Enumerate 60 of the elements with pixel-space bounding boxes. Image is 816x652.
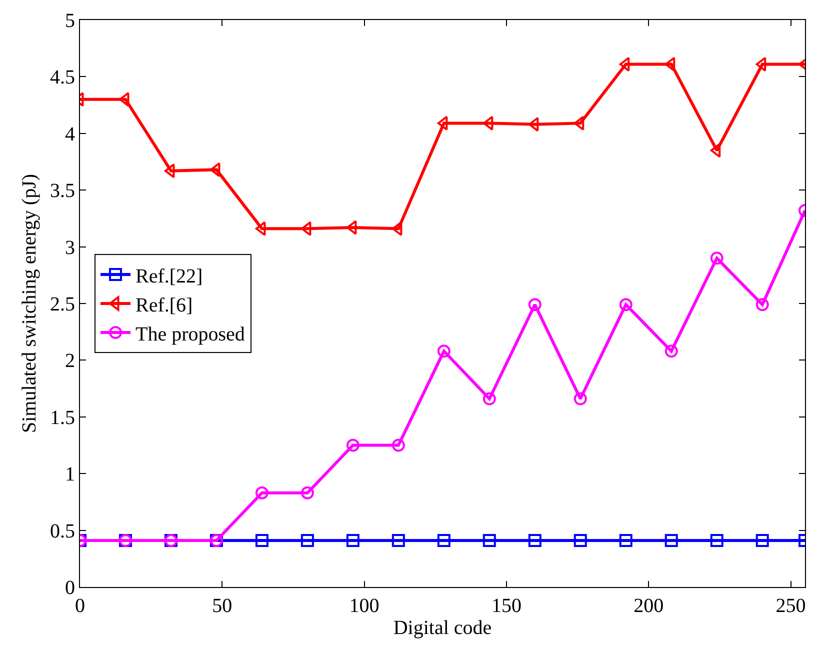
point [482,534,496,548]
point [118,92,130,107]
point [392,221,402,236]
y-tick-label: 1 [65,464,75,486]
point [574,392,587,406]
y-tick-label: 0 [65,577,75,599]
y-tick-label: 3.5 [50,180,75,202]
y-tick-label: 1.5 [50,406,75,429]
x-axis-title: Digital code [393,617,492,639]
y-tick-label: 2.5 [50,294,75,316]
point [255,486,268,500]
x-tick-label: 250 [776,595,806,617]
point [710,534,724,548]
point [300,486,314,500]
point [392,438,405,452]
point [346,438,360,452]
x-tick-label: 200 [634,595,664,617]
y-axis-title: Simulated switching energy (pJ) [18,174,40,434]
point [528,534,542,548]
point [710,252,724,265]
point [164,163,175,178]
point [346,220,357,235]
x-tick-label: 150 [491,595,522,617]
point [710,143,721,158]
point [756,534,769,548]
point [619,534,632,548]
point [574,534,587,548]
point [528,116,539,132]
y-tick-label: 4.5 [50,66,75,89]
legend-label: The proposed [136,323,245,346]
point [664,56,676,72]
point [392,534,405,548]
y-tick-label: 5 [65,10,75,32]
point [255,221,266,236]
y-tick-label: 2 [65,350,75,372]
point [574,116,584,131]
point [482,392,496,406]
point [300,221,312,236]
point [528,298,542,312]
legend-label: Ref.[6] [136,294,193,316]
legend-label: Ref.[22] [136,265,203,288]
point [482,116,494,131]
point [619,56,630,72]
y-tick-label: 3 [65,236,75,259]
x-tick-label: 50 [212,595,232,617]
point [619,298,632,312]
point [300,534,314,548]
x-tick-label: 100 [349,595,380,617]
point [437,534,450,548]
point [756,56,766,72]
point [255,534,268,548]
point [664,534,678,548]
y-tick-label: 0.5 [50,520,75,542]
point [210,162,220,178]
point [346,534,360,548]
point [664,344,678,358]
point [437,116,448,131]
point [756,298,769,312]
point [437,344,450,358]
y-tick-label: 4 [65,123,75,146]
